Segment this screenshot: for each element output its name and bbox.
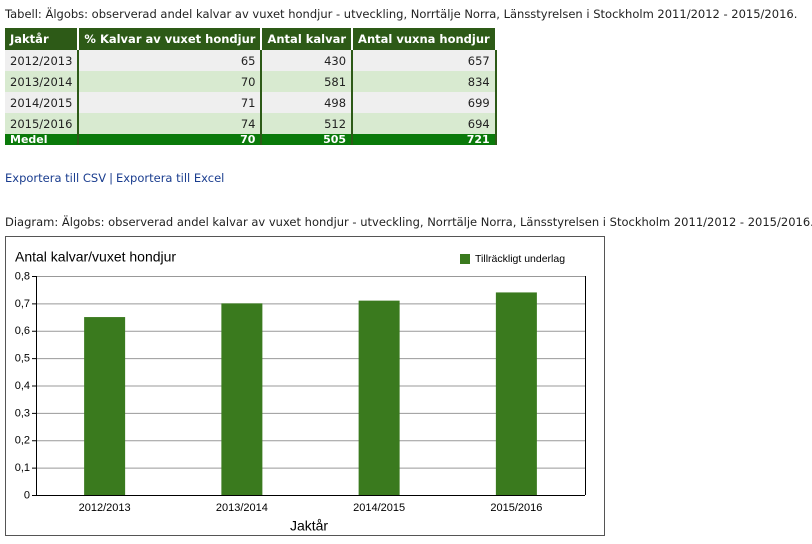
table-cell: 2013/2014: [5, 71, 80, 92]
y-tick-label: 0,8: [15, 270, 30, 282]
y-tick-label: 0,4: [15, 380, 30, 392]
table-cell: 65: [78, 50, 263, 71]
header-cell[interactable]: Jaktår: [5, 28, 80, 50]
legend-label: Tillräckligt underlag: [475, 253, 565, 265]
y-tick-label: 0,2: [15, 435, 30, 447]
table-cell: 699: [352, 92, 497, 113]
table-cell: 505: [261, 134, 354, 145]
table-row: 2013/2014 70 581 834: [5, 71, 497, 92]
table-row: 2012/2013 65 430 657: [5, 50, 497, 71]
export-excel[interactable]: Exportera till Excel: [115, 171, 225, 185]
x-tick-label: 2014/2015: [353, 502, 405, 514]
x-tick-label: 2015/2016: [490, 502, 542, 514]
table-cell: 581: [261, 71, 354, 92]
x-axis-title: Jaktår: [290, 518, 328, 534]
y-tick-label: 0,7: [15, 298, 30, 310]
table-cell: 70: [78, 71, 263, 92]
table-cell: 2014/2015: [5, 92, 80, 113]
table-cell: 694: [352, 113, 497, 134]
x-tick-label: 2012/2013: [79, 502, 131, 514]
header-row: Jaktår % Kalvar av vuxet hondjur Antal k…: [5, 28, 497, 50]
table-cell: 834: [352, 71, 497, 92]
legend-swatch: [460, 254, 470, 264]
diagram-title: Diagram: Älgobs: observerad andel kalvar…: [5, 215, 812, 229]
table-cell: 2015/2016: [5, 113, 80, 134]
table-cell: 71: [78, 92, 263, 113]
table-cell: 512: [261, 113, 354, 134]
y-tick-label: 0,1: [15, 462, 30, 474]
data-table: Jaktår % Kalvar av vuxet hondjur Antal k…: [5, 28, 497, 145]
table-cell: 430: [261, 50, 354, 71]
table-cell: 74: [78, 113, 263, 134]
bar: [221, 303, 263, 495]
table-title: Tabell: Älgobs: observerad andel kalvar …: [5, 7, 798, 21]
bar: [495, 292, 537, 495]
table-cell: Medel: [5, 134, 80, 145]
y-tick-label: 0,3: [15, 407, 30, 419]
y-tick-label: 0,6: [15, 325, 30, 337]
y-tick-label: 0: [24, 489, 30, 501]
table-cell: 70: [78, 134, 263, 145]
table-cell: 721: [352, 134, 497, 145]
table-row: 2015/2016 74 512 694: [5, 113, 497, 134]
table-row: Medel 70 505 721: [5, 134, 497, 145]
bar: [84, 317, 126, 495]
bar: [358, 300, 400, 495]
separator: |: [109, 171, 113, 185]
x-tick-label: 2013/2014: [216, 502, 268, 514]
export-csv[interactable]: Exportera till CSV: [5, 171, 107, 185]
header-cell[interactable]: Antal vuxna hondjur: [352, 28, 497, 50]
export-links: Exportera till CSV | Exportera till Excel: [5, 171, 227, 185]
table-row: 2014/2015 71 498 699: [5, 92, 497, 113]
table-body: 2012/2013 65 430 657 2013/2014 70 581 834 2014/2…: [5, 50, 497, 145]
header-cell[interactable]: Antal kalvar: [261, 28, 354, 50]
table-cell: 498: [261, 92, 354, 113]
table-cell: 657: [352, 50, 497, 71]
table-cell: 2012/2013: [5, 50, 80, 71]
y-axis-title: Antal kalvar/vuxet hondjur: [15, 249, 176, 265]
y-tick-label: 0,5: [15, 353, 30, 365]
header-cell[interactable]: % Kalvar av vuxet hondjur: [78, 28, 263, 50]
